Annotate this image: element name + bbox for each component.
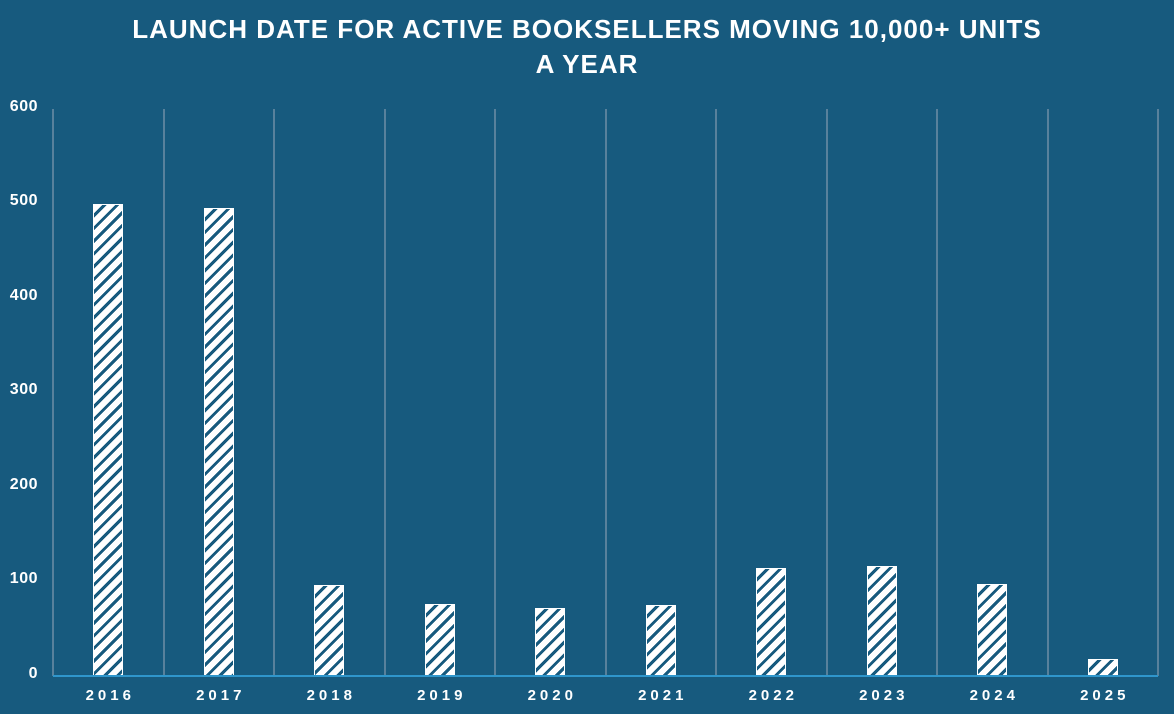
chart-title: LAUNCH DATE FOR ACTIVE BOOKSELLERS MOVIN… xyxy=(0,12,1174,82)
y-axis-tick-label: 400 xyxy=(9,286,38,304)
chart-title-line-1: LAUNCH DATE FOR ACTIVE BOOKSELLERS MOVIN… xyxy=(132,14,1042,44)
bar-2019 xyxy=(424,603,455,676)
bar-2016 xyxy=(93,204,124,676)
bar-2018 xyxy=(314,584,345,676)
chart-title-line-2: A YEAR xyxy=(535,49,639,79)
x-axis-label-2021: 2021 xyxy=(638,687,688,704)
gridline xyxy=(162,109,165,676)
y-axis-tick-label: 200 xyxy=(9,475,38,493)
y-axis-tick-label: 600 xyxy=(9,98,38,115)
gridline xyxy=(825,109,828,676)
x-axis-label-2023: 2023 xyxy=(859,687,909,704)
bar-2021 xyxy=(645,604,676,676)
gridline xyxy=(273,109,275,676)
gridline xyxy=(936,109,938,676)
y-axis-tick-label: 300 xyxy=(9,381,38,399)
gridline xyxy=(1157,109,1159,676)
x-axis-label-2024: 2024 xyxy=(969,687,1019,704)
x-axis-label-2018: 2018 xyxy=(306,687,356,704)
bar-2024 xyxy=(977,583,1008,676)
bar-2025 xyxy=(1087,659,1118,676)
x-axis-label-2017: 2017 xyxy=(196,687,246,704)
gridline xyxy=(494,109,496,676)
bar-2022 xyxy=(756,567,787,676)
gridline xyxy=(715,109,717,676)
x-axis-label-2019: 2019 xyxy=(417,687,467,704)
y-axis-line xyxy=(52,109,54,676)
y-axis-tick-label: 0 xyxy=(28,664,38,682)
bar-2020 xyxy=(535,608,566,676)
x-axis-label-2025: 2025 xyxy=(1080,687,1130,704)
gridline xyxy=(383,109,386,676)
gridline xyxy=(604,109,607,676)
x-axis-label-2022: 2022 xyxy=(748,687,798,704)
gridline xyxy=(1046,109,1049,676)
bar-2023 xyxy=(866,565,897,676)
x-axis-baseline xyxy=(53,674,1158,677)
x-axis-label-2020: 2020 xyxy=(527,687,577,704)
x-axis-label-2016: 2016 xyxy=(85,687,135,704)
bar-2017 xyxy=(203,208,234,676)
y-axis-tick-label: 500 xyxy=(9,192,38,210)
y-axis-tick-label: 100 xyxy=(9,570,38,588)
